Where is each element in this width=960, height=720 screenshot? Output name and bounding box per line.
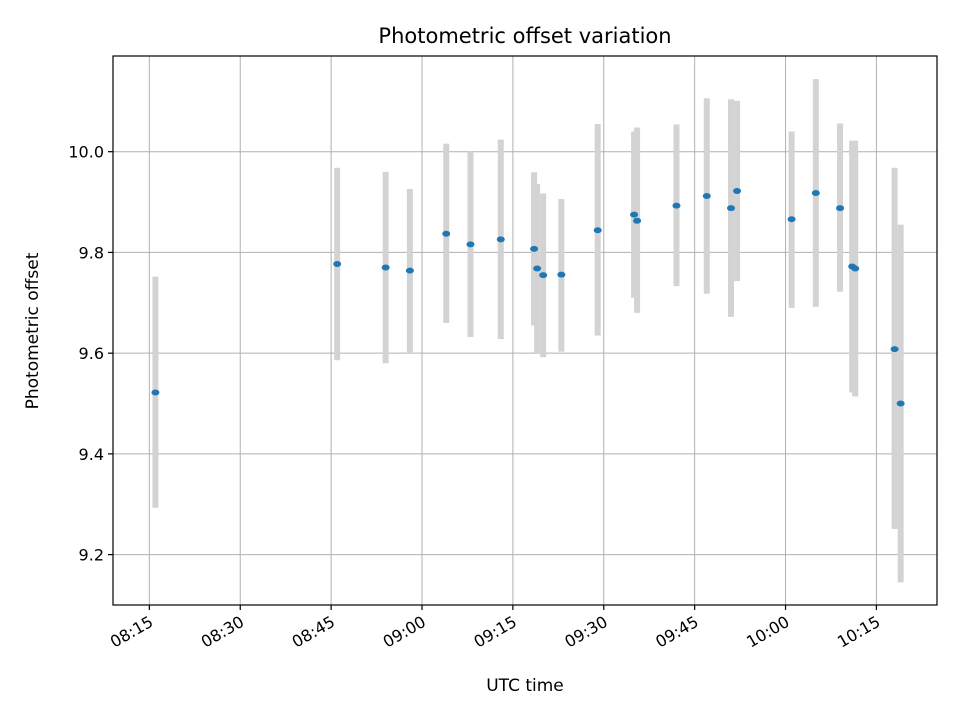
data-point	[836, 205, 845, 212]
plot-frame	[112, 55, 938, 606]
x-axis-title: UTC time	[486, 676, 564, 696]
data-point	[896, 400, 905, 407]
data-point	[811, 189, 820, 196]
data-point	[727, 205, 735, 212]
data-point	[530, 245, 539, 252]
y-tick-label: 9.4	[79, 445, 104, 464]
data-point	[787, 216, 796, 223]
y-tick-label: 9.8	[79, 243, 104, 262]
data-point	[890, 346, 899, 353]
data-point	[333, 261, 342, 268]
chart-title: Photometric offset variation	[378, 24, 671, 48]
data-point	[672, 202, 681, 209]
data-point	[442, 230, 451, 237]
data-point	[733, 187, 742, 194]
data-point	[593, 227, 602, 234]
y-axis-ticks: 9.2 9.4 9.6 9.8 10.0	[68, 143, 113, 565]
y-tick-label: 10.0	[68, 143, 104, 162]
data-point	[381, 264, 390, 271]
data-point	[702, 193, 711, 200]
data-point	[557, 271, 566, 278]
y-tick-label: 9.6	[79, 344, 104, 363]
data-point	[496, 236, 505, 243]
data-point	[539, 272, 548, 279]
y-grid	[113, 151, 937, 556]
data-point	[151, 389, 160, 396]
y-axis-title: Photometric offset	[23, 252, 43, 409]
point-series	[151, 187, 905, 407]
data-point	[466, 241, 475, 248]
x-grid	[148, 56, 877, 605]
data-point	[633, 217, 642, 224]
data-point	[405, 267, 414, 274]
data-point	[630, 211, 639, 218]
y-tick-label: 9.2	[79, 546, 104, 565]
data-point	[533, 265, 542, 272]
data-point	[851, 265, 860, 272]
